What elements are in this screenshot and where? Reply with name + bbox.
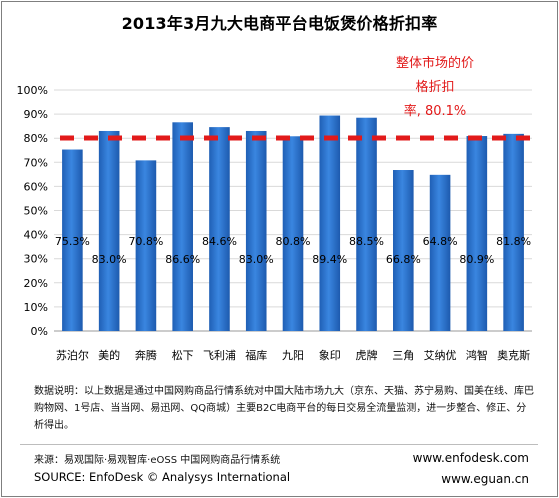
category-label: 虎牌 bbox=[356, 348, 378, 362]
category-label: 美的 bbox=[98, 348, 120, 362]
y-axis-ticks: 0% 10% 20% 30% 40% 50% 60% 70% 80% 90% 100% bbox=[17, 84, 48, 338]
bar bbox=[319, 115, 341, 332]
value-label: 81.8% bbox=[496, 235, 531, 248]
y-tick-label: 10% bbox=[24, 301, 48, 314]
value-label: 83.0% bbox=[92, 253, 127, 266]
value-labels: 75.3%83.0%70.8%86.6%84.6%83.0%80.8%89.4%… bbox=[55, 235, 531, 266]
website-enfodesk: www.enfodesk.com bbox=[412, 451, 529, 465]
source-en: SOURCE: EnfoDesk © Analysys Internationa… bbox=[34, 470, 291, 484]
bars bbox=[62, 115, 524, 332]
category-label: 奥克斯 bbox=[497, 348, 530, 362]
value-label: 86.6% bbox=[165, 253, 200, 266]
category-label: 飞利浦 bbox=[203, 349, 236, 362]
data-note: 数据说明：以上数据是通过中国网购商品行情系统对中国大陆市场九大（京东、天猫、苏宁… bbox=[34, 386, 534, 431]
category-label: 象印 bbox=[319, 349, 341, 362]
bar bbox=[135, 160, 157, 331]
category-label: 鸿智 bbox=[466, 348, 488, 362]
y-tick-label: 60% bbox=[24, 180, 48, 193]
y-tick-label: 40% bbox=[24, 229, 48, 242]
category-label: 苏泊尔 bbox=[56, 349, 89, 362]
category-label: 三角 bbox=[392, 349, 414, 362]
source-cn: 来源：易观国际·易观智库·eOSS 中国网购商品行情系统 bbox=[34, 455, 281, 466]
category-label: 艾纳优 bbox=[424, 349, 457, 362]
y-tick-label: 50% bbox=[24, 205, 48, 218]
y-tick-label: 0% bbox=[31, 325, 48, 338]
y-tick-label: 90% bbox=[24, 108, 48, 121]
value-label: 80.8% bbox=[276, 235, 311, 248]
bar bbox=[98, 130, 120, 331]
footer-divider bbox=[20, 444, 538, 445]
annotation-line-3: 率, 80.1% bbox=[403, 104, 467, 119]
y-tick-label: 80% bbox=[24, 132, 48, 145]
value-label: 70.8% bbox=[128, 235, 163, 248]
annotation-line-1: 整体市场的价 bbox=[395, 56, 474, 71]
category-label: 松下 bbox=[172, 348, 194, 362]
bar bbox=[429, 174, 451, 331]
website-eguan: www.eguan.cn bbox=[441, 472, 529, 486]
category-label: 九阳 bbox=[282, 349, 304, 362]
bar bbox=[393, 170, 414, 331]
value-label: 83.0% bbox=[239, 253, 274, 266]
bar bbox=[62, 149, 83, 331]
bar bbox=[466, 136, 488, 331]
value-label: 84.6% bbox=[202, 235, 237, 248]
bar bbox=[356, 117, 377, 331]
market-average-annotation: 整体市场的价 格折扣 率, 80.1% bbox=[360, 52, 510, 124]
y-tick-label: 30% bbox=[24, 253, 48, 266]
bar bbox=[172, 122, 193, 331]
y-tick-label: 70% bbox=[24, 156, 48, 169]
annotation-line-2: 格折扣 bbox=[415, 80, 455, 95]
chart-title: 2013年3月九大电商平台电饭煲价格折扣率 bbox=[121, 14, 438, 33]
category-label: 奔腾 bbox=[135, 348, 157, 362]
y-tick-label: 20% bbox=[24, 277, 48, 290]
y-tick-label: 100% bbox=[17, 84, 48, 97]
bar bbox=[209, 127, 230, 331]
value-label: 66.8% bbox=[386, 253, 421, 266]
category-label: 福库 bbox=[245, 348, 267, 362]
bar bbox=[282, 136, 304, 331]
value-label: 89.4% bbox=[312, 253, 347, 266]
bar bbox=[245, 130, 267, 331]
bar bbox=[503, 133, 524, 331]
x-axis-labels: 苏泊尔 美的 奔腾 松下 飞利浦 福库 九阳 象印 虎牌 三角 艾纳优 鸿智 奥克斯 bbox=[56, 348, 530, 362]
value-label: 88.5% bbox=[349, 235, 384, 248]
value-label: 75.3% bbox=[55, 235, 90, 248]
value-label: 64.8% bbox=[423, 235, 458, 248]
value-label: 80.9% bbox=[459, 253, 494, 266]
